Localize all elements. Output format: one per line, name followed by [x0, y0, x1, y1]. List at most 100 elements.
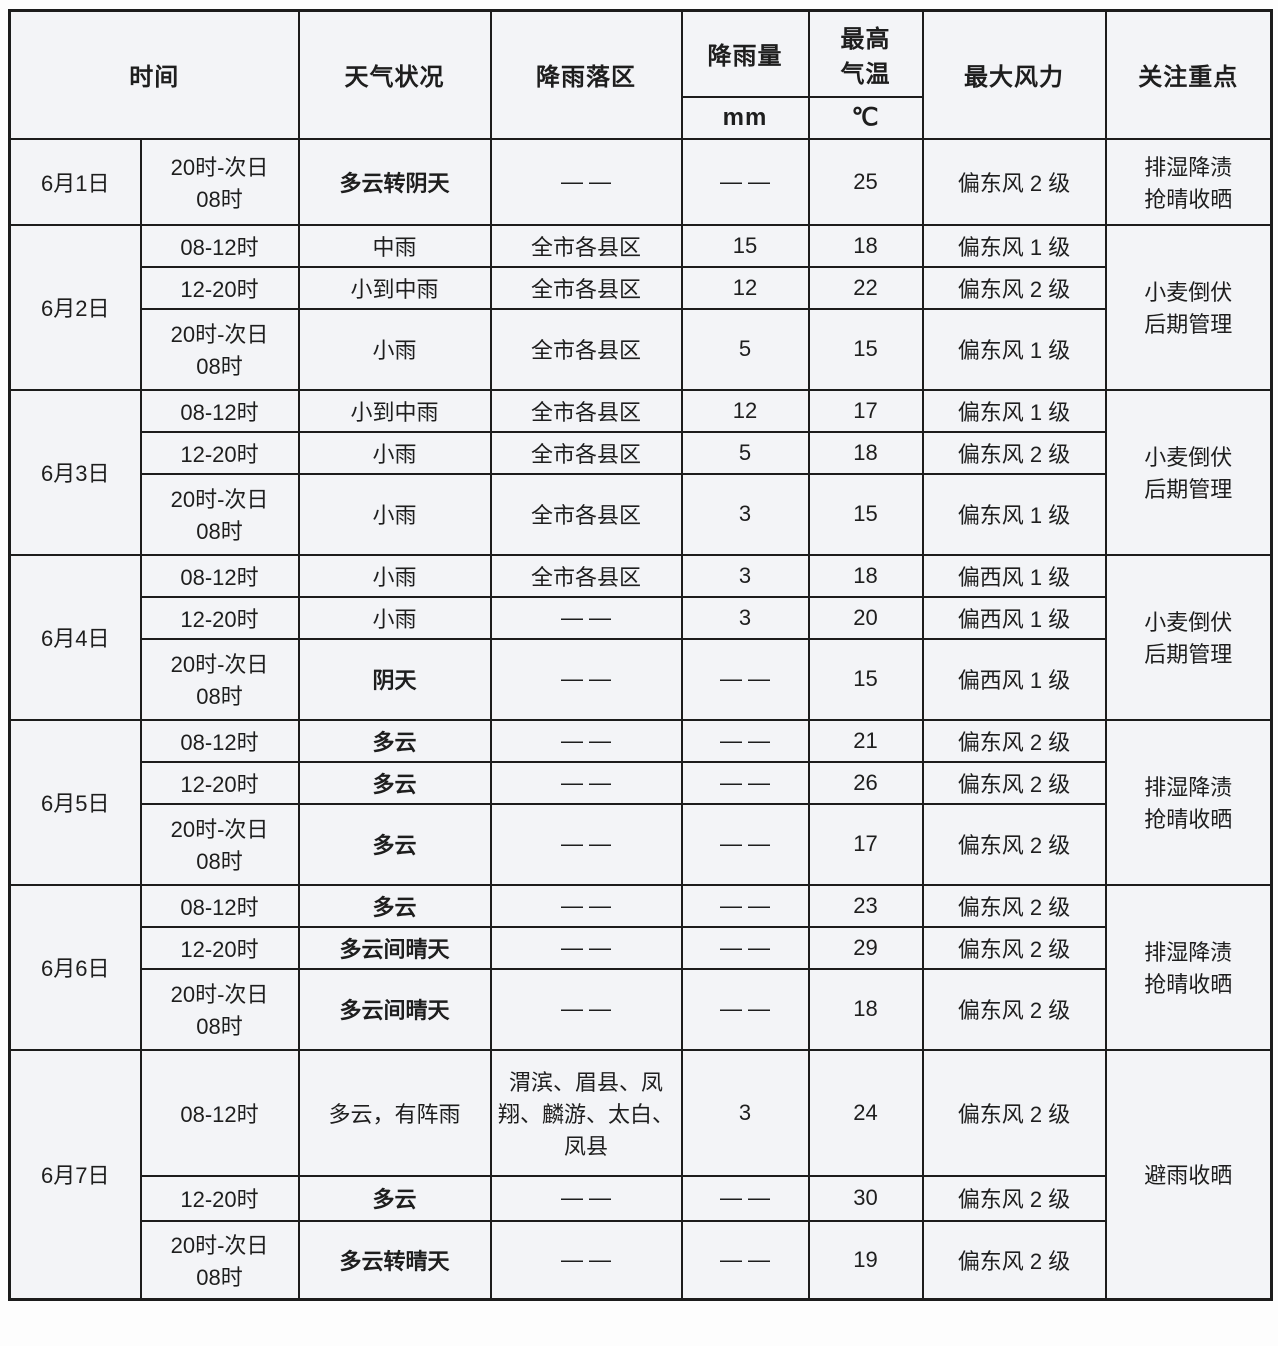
- rain-area-cell: — —: [489, 760, 683, 805]
- rain-area-cell: — —: [489, 802, 683, 886]
- rain-area-cell: 全市各县区: [489, 553, 683, 598]
- temp-cell: 21: [807, 718, 924, 763]
- wind-cell: 偏东风 1 级: [921, 307, 1107, 391]
- rain-area-cell: 全市各县区: [489, 388, 683, 433]
- rain-area-cell: 全市各县区: [489, 265, 683, 310]
- weather-cell: 多云转阴天: [297, 137, 492, 226]
- temp-cell: 17: [807, 802, 924, 886]
- weather-cell: 多云转晴天: [297, 1219, 492, 1301]
- table-row: 6月1日 20时-次日 08时 多云转阴天 — — — — 25 偏东风 2 级…: [8, 137, 1273, 226]
- temp-cell: 25: [807, 137, 924, 226]
- time-cell: 08-12时: [139, 718, 300, 763]
- rain-area-cell: 全市各县区: [489, 430, 683, 475]
- time-cell: 12-20时: [139, 265, 300, 310]
- time-cell: 08-12时: [139, 883, 300, 928]
- weather-cell: 小到中雨: [297, 388, 492, 433]
- temp-cell: 30: [807, 1174, 924, 1222]
- table-row: 12-20时 多云 — — — — 26 偏东风 2 级: [10, 760, 1272, 805]
- time-cell: 08-12时: [139, 223, 300, 268]
- temp-cell: 20: [807, 595, 924, 640]
- weather-cell: 多云: [297, 802, 492, 886]
- header-weather: 天气状况: [297, 9, 492, 140]
- weather-cell: 小雨: [297, 595, 492, 640]
- table-row: 20时-次日 08时 多云转晴天 — — — — 19 偏东风 2 级: [10, 1219, 1272, 1301]
- wind-cell: 偏东风 2 级: [921, 430, 1107, 475]
- weather-cell: 中雨: [297, 223, 492, 268]
- wind-cell: 偏东风 1 级: [921, 388, 1107, 433]
- weather-forecast-page: 时间 天气状况 降雨落区 降雨量 最高 气温 最大风力 关注重点 mm ℃ 6月…: [8, 9, 1273, 1301]
- time-cell: 12-20时: [139, 760, 300, 805]
- date-cell: 6月1日: [8, 137, 142, 226]
- temp-cell: 15: [807, 637, 924, 721]
- temp-cell: 17: [807, 388, 924, 433]
- temp-cell: 19: [807, 1219, 924, 1301]
- rain-amount-cell: 3: [680, 1048, 810, 1177]
- weather-cell: 小雨: [297, 472, 492, 556]
- focus-cell: 小麦倒伏 后期管理: [1104, 223, 1273, 391]
- weather-forecast-table: 时间 天气状况 降雨落区 降雨量 最高 气温 最大风力 关注重点 mm ℃ 6月…: [8, 9, 1273, 1301]
- rain-area-cell: — —: [489, 925, 683, 970]
- table-row: 20时-次日 08时 阴天 — — — — 15 偏西风 1 级: [10, 637, 1272, 721]
- wind-cell: 偏东风 2 级: [921, 760, 1107, 805]
- table-row: 20时-次日 08时 多云 — — — — 17 偏东风 2 级: [10, 802, 1272, 886]
- header-focus: 关注重点: [1104, 9, 1273, 140]
- temp-cell: 29: [807, 925, 924, 970]
- date-cell: 6月5日: [8, 718, 142, 886]
- temp-cell: 18: [807, 553, 924, 598]
- table-row: 12-20时 小雨 全市各县区 5 18 偏东风 2 级: [10, 430, 1272, 475]
- focus-cell: 避雨收晒: [1104, 1048, 1273, 1301]
- rain-area-cell: 渭滨、眉县、凤 翔、麟游、太白、 凤县: [489, 1048, 683, 1177]
- rain-area-cell: — —: [489, 137, 683, 226]
- temp-cell: 18: [807, 430, 924, 475]
- weather-cell: 小雨: [297, 307, 492, 391]
- rain-amount-cell: — —: [680, 137, 810, 226]
- weather-cell: 多云: [297, 718, 492, 763]
- rain-amount-cell: 12: [680, 265, 810, 310]
- wind-cell: 偏东风 2 级: [921, 802, 1107, 886]
- time-cell: 12-20时: [139, 925, 300, 970]
- header-rain-amount-unit: mm: [680, 95, 810, 140]
- wind-cell: 偏东风 2 级: [921, 1219, 1107, 1301]
- rain-area-cell: — —: [489, 595, 683, 640]
- rain-amount-cell: 15: [680, 223, 810, 268]
- temp-cell: 23: [807, 883, 924, 928]
- focus-cell: 排湿降渍 抢晴收晒: [1104, 137, 1273, 226]
- rain-area-cell: — —: [489, 718, 683, 763]
- date-cell: 6月3日: [8, 388, 142, 556]
- time-cell: 20时-次日 08时: [139, 1219, 300, 1301]
- weather-cell: 阴天: [297, 637, 492, 721]
- rain-amount-cell: 3: [680, 472, 810, 556]
- rain-amount-cell: — —: [680, 718, 810, 763]
- header-rain-area: 降雨落区: [489, 9, 683, 140]
- table-row: 6月4日 08-12时 小雨 全市各县区 3 18 偏西风 1 级 小麦倒伏 后…: [8, 553, 1273, 721]
- rain-area-cell: — —: [489, 883, 683, 928]
- header-row-1: 时间 天气状况 降雨落区 降雨量 最高 气温 最大风力 关注重点: [8, 9, 1273, 140]
- table-row: 12-20时 小到中雨 全市各县区 12 22 偏东风 2 级: [10, 265, 1272, 310]
- date-cell: 6月2日: [8, 223, 142, 391]
- rain-amount-cell: — —: [680, 883, 810, 928]
- date-cell: 6月7日: [8, 1048, 142, 1301]
- temp-cell: 15: [807, 307, 924, 391]
- header-time: 时间: [8, 9, 300, 140]
- rain-amount-cell: 3: [680, 595, 810, 640]
- table-row: 12-20时 多云 — — — — 30 偏东风 2 级: [10, 1174, 1272, 1222]
- wind-cell: 偏东风 2 级: [921, 883, 1107, 928]
- focus-cell: 小麦倒伏 后期管理: [1104, 388, 1273, 556]
- rain-area-cell: — —: [489, 637, 683, 721]
- rain-amount-cell: 3: [680, 553, 810, 598]
- temp-cell: 24: [807, 1048, 924, 1177]
- focus-cell: 小麦倒伏 后期管理: [1104, 553, 1273, 721]
- table-row: 20时-次日 08时 小雨 全市各县区 5 15 偏东风 1 级: [10, 307, 1272, 391]
- weather-cell: 多云: [297, 1174, 492, 1222]
- temp-cell: 22: [807, 265, 924, 310]
- header-rain-amount: 降雨量: [680, 9, 810, 98]
- time-cell: 20时-次日 08时: [139, 472, 300, 556]
- table-row: 6月6日 08-12时 多云 — — — — 23 偏东风 2 级 排湿降渍 抢…: [8, 883, 1273, 1051]
- rain-area-cell: 全市各县区: [489, 223, 683, 268]
- time-cell: 12-20时: [139, 430, 300, 475]
- wind-cell: 偏西风 1 级: [921, 553, 1107, 598]
- focus-cell: 排湿降渍 抢晴收晒: [1104, 883, 1273, 1051]
- time-cell: 12-20时: [139, 1174, 300, 1222]
- weather-cell: 多云间晴天: [297, 925, 492, 970]
- time-cell: 20时-次日 08时: [139, 637, 300, 721]
